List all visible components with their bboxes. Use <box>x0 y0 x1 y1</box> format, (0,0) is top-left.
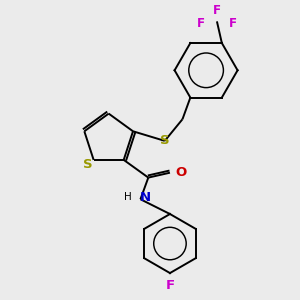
Text: F: F <box>165 279 175 292</box>
Text: F: F <box>197 17 205 30</box>
Text: F: F <box>213 4 221 17</box>
Text: S: S <box>160 134 169 147</box>
Text: S: S <box>83 158 92 171</box>
Text: H: H <box>124 192 132 202</box>
Text: F: F <box>229 17 237 30</box>
Text: O: O <box>175 166 186 179</box>
Text: N: N <box>140 191 151 204</box>
